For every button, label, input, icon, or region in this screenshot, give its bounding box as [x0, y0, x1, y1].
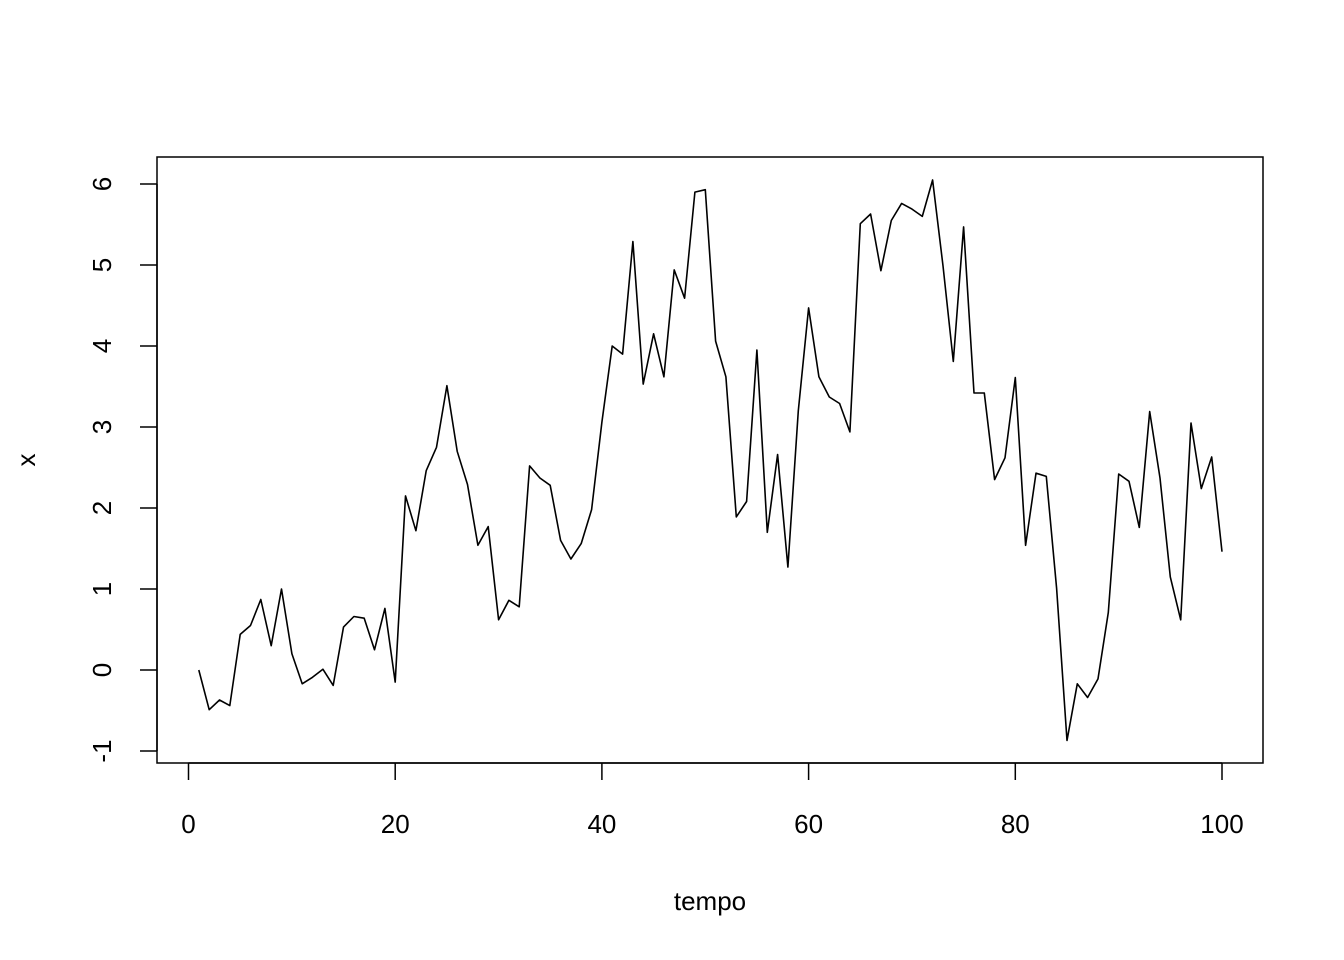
- series-line: [198, 179, 1223, 742]
- y-tick-label: 1: [87, 582, 117, 596]
- y-tick-label: 2: [87, 501, 117, 515]
- y-tick-label: 4: [87, 339, 117, 353]
- y-axis-title: x: [11, 454, 41, 467]
- x-tick-label: 60: [794, 809, 823, 839]
- x-tick-label: 0: [181, 809, 195, 839]
- x-axis-title: tempo: [674, 886, 746, 916]
- y-tick-label: -1: [87, 739, 117, 762]
- y-tick-label: 6: [87, 177, 117, 191]
- y-tick-label: 5: [87, 258, 117, 272]
- y-tick-label: 0: [87, 663, 117, 677]
- y-tick-label: 3: [87, 420, 117, 434]
- x-axis: 0 20 40 60 80 100: [181, 762, 1244, 839]
- x-tick-label: 40: [587, 809, 616, 839]
- x-tick-label: 20: [381, 809, 410, 839]
- x-tick-label: 80: [1001, 809, 1030, 839]
- y-axis: -1 0 1 2 3 4 5 6: [87, 177, 158, 763]
- x-tick-label: 100: [1200, 809, 1243, 839]
